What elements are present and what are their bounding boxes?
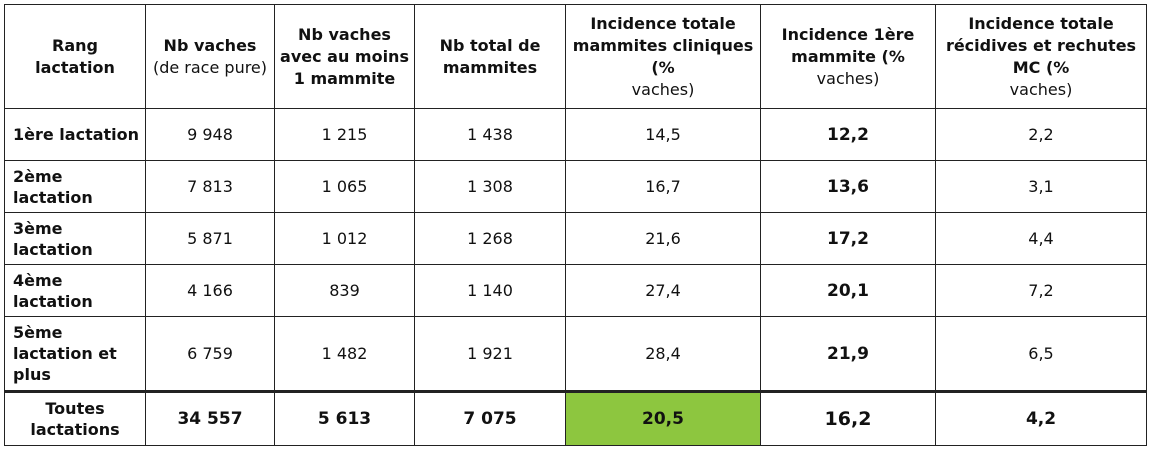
- table-row: 1ère lactation 9 948 1 215 1 438 14,5 12…: [4, 108, 1147, 161]
- cell-nb-vaches: 5 871: [145, 212, 275, 265]
- cell-total-mammites: 1 921: [414, 316, 566, 392]
- total-inc-1ere: 16,2: [760, 390, 936, 446]
- header-incidence-recidives: Incidence totale récidives et rechutes M…: [935, 4, 1147, 109]
- header-rang: Rang lactation: [4, 4, 146, 109]
- cell-nb-mammite: 1 065: [274, 160, 415, 213]
- header-incidence-totale: Incidence totale mammites cliniques (% va…: [565, 4, 761, 109]
- cell-inc-1ere: 12,2: [760, 108, 936, 161]
- header-nb-vaches-mammite: Nb vaches avec au moins 1 mammite: [274, 4, 415, 109]
- cell-total-mammites: 1 140: [414, 264, 566, 317]
- cell-inc-1ere: 17,2: [760, 212, 936, 265]
- cell-inc-recid: 7,2: [935, 264, 1147, 317]
- table-row: 3ème lactation 5 871 1 012 1 268 21,6 17…: [4, 212, 1147, 265]
- header-incidence-1ere: Incidence 1ère mammite (% vaches): [760, 4, 936, 109]
- header-nb-total-mammites: Nb total de mammites: [414, 4, 566, 109]
- row-label: 5ème lactation et plus: [4, 316, 146, 392]
- cell-inc-1ere: 21,9: [760, 316, 936, 392]
- total-nb-vaches: 34 557: [145, 390, 275, 446]
- cell-nb-vaches: 9 948: [145, 108, 275, 161]
- row-label: 1ère lactation: [4, 108, 146, 161]
- cell-inc-1ere: 20,1: [760, 264, 936, 317]
- header-row: Rang lactation Nb vaches (de race pure) Nb…: [4, 4, 1147, 109]
- cell-inc-totale: 21,6: [565, 212, 761, 265]
- cell-nb-vaches: 7 813: [145, 160, 275, 213]
- total-nb-mammite: 5 613: [274, 390, 415, 446]
- cell-total-mammites: 1 268: [414, 212, 566, 265]
- table-row: 4ème lactation 4 166 839 1 140 27,4 20,1…: [4, 264, 1147, 317]
- cell-inc-totale: 14,5: [565, 108, 761, 161]
- cell-nb-vaches: 4 166: [145, 264, 275, 317]
- cell-nb-mammite: 1 215: [274, 108, 415, 161]
- row-label: 3ème lactation: [4, 212, 146, 265]
- total-total-mammites: 7 075: [414, 390, 566, 446]
- total-row: Toutes lactations 34 557 5 613 7 075 20,…: [4, 390, 1147, 446]
- cell-inc-recid: 4,4: [935, 212, 1147, 265]
- cell-nb-mammite: 839: [274, 264, 415, 317]
- cell-inc-totale: 16,7: [565, 160, 761, 213]
- cell-inc-recid: 3,1: [935, 160, 1147, 213]
- cell-nb-vaches: 6 759: [145, 316, 275, 392]
- cell-total-mammites: 1 308: [414, 160, 566, 213]
- cell-inc-recid: 6,5: [935, 316, 1147, 392]
- header-nb-vaches: Nb vaches (de race pure): [145, 4, 275, 109]
- cell-nb-mammite: 1 482: [274, 316, 415, 392]
- cell-total-mammites: 1 438: [414, 108, 566, 161]
- table-row: 5ème lactation et plus 6 759 1 482 1 921…: [4, 316, 1147, 392]
- cell-inc-recid: 2,2: [935, 108, 1147, 161]
- cell-nb-mammite: 1 012: [274, 212, 415, 265]
- row-label: 4ème lactation: [4, 264, 146, 317]
- mastitis-incidence-table: Rang lactation Nb vaches (de race pure) Nb…: [4, 4, 1147, 446]
- row-label: 2ème lactation: [4, 160, 146, 213]
- cell-inc-totale: 28,4: [565, 316, 761, 392]
- cell-inc-totale: 27,4: [565, 264, 761, 317]
- total-label: Toutes lactations: [4, 390, 146, 446]
- cell-inc-1ere: 13,6: [760, 160, 936, 213]
- total-inc-totale-highlighted: 20,5: [565, 390, 761, 446]
- table-row: 2ème lactation 7 813 1 065 1 308 16,7 13…: [4, 160, 1147, 213]
- total-inc-recid: 4,2: [935, 390, 1147, 446]
